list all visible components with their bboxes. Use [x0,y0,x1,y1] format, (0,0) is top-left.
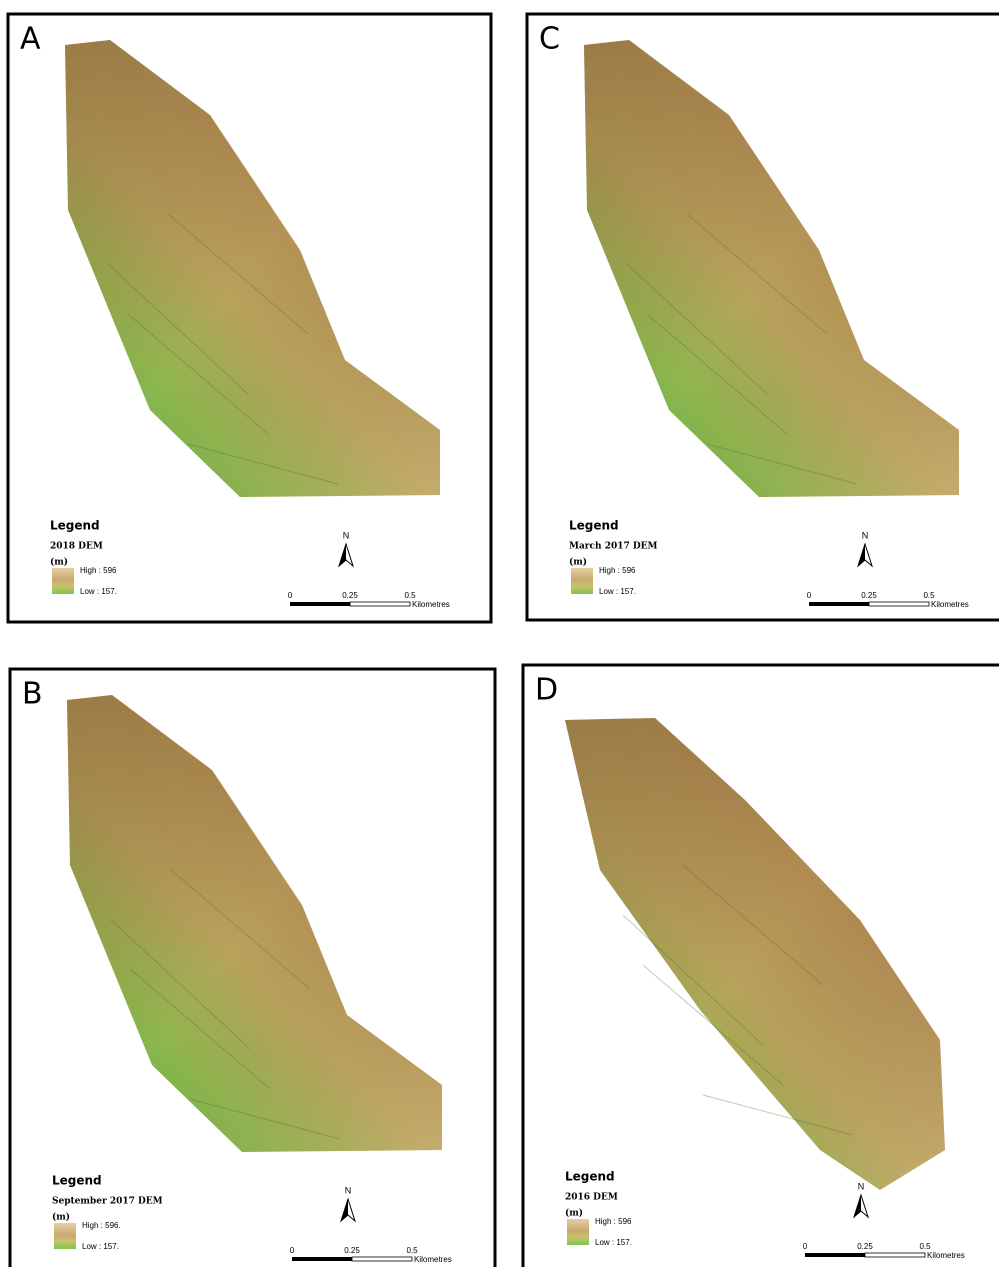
scale-label: 0.5 [404,591,416,600]
legend-high: High : 596 [599,566,636,575]
panel-letter: A [20,22,41,57]
legend-low: Low : 157. [82,1242,119,1251]
legend-heading: Legend [52,1174,102,1188]
north-label: N [343,530,350,540]
scale-bar-light [350,602,410,606]
scale-label: 0.25 [861,591,877,600]
map-panel: A Legend 2018 DEM (m) High : 596 Low : 157. N 0… [8,14,491,622]
panel-letter: B [22,677,43,712]
scale-label: 0 [803,1242,808,1251]
map-panel: D Legend 2016 DEM (m) High : 596 Low : 157. N 0… [523,665,999,1267]
legend-high: High : 596 [595,1217,632,1226]
legend-title: September 2017 DEM [52,1197,163,1207]
map-panel: C Legend March 2017 DEM (m) High : 596 Low : … [527,14,999,620]
scale-bar-light [869,602,929,606]
figure: A Legend 2018 DEM (m) High : 596 Low : 157. N 0… [0,0,999,1267]
scale-bar-dark [290,602,350,606]
map-panel: B Legend September 2017 DEM (m) High : 596. L… [10,669,495,1267]
legend-heading: Legend [569,519,619,533]
north-label: N [862,530,869,540]
north-label: N [345,1185,352,1195]
legend-unit: (m) [569,557,587,568]
scale-unit: Kilometres [931,600,969,609]
legend-unit: (m) [50,557,68,568]
panel-letter: D [535,673,558,708]
scale-label: 0.5 [406,1246,418,1255]
scale-label: 0 [290,1246,295,1255]
legend-swatch [571,568,593,594]
scale-label: 0 [288,591,293,600]
legend-unit: (m) [52,1212,70,1223]
legend-low: Low : 157. [599,587,636,596]
north-label: N [858,1181,865,1191]
legend-title: 2018 DEM [50,542,103,552]
scale-label: 0.25 [344,1246,360,1255]
legend-low: Low : 157. [80,587,117,596]
scale-unit: Kilometres [412,600,450,609]
panel-letter: C [539,22,560,57]
scale-unit: Kilometres [927,1251,965,1260]
legend-heading: Legend [50,519,100,533]
legend-high: High : 596. [82,1221,121,1230]
scale-label: 0.25 [342,591,358,600]
legend-swatch [52,568,74,594]
legend-title: March 2017 DEM [569,542,658,552]
scale-bar-dark [805,1253,865,1257]
scale-bar-light [352,1257,412,1261]
legend-swatch [54,1223,76,1249]
legend-low: Low : 157. [595,1238,632,1247]
legend-title: 2016 DEM [565,1193,618,1203]
scale-bar-light [865,1253,925,1257]
scale-unit: Kilometres [414,1255,452,1264]
legend-high: High : 596 [80,566,117,575]
legend-heading: Legend [565,1170,615,1184]
scale-label: 0.5 [919,1242,931,1251]
legend-swatch [567,1219,589,1245]
scale-label: 0 [807,591,812,600]
legend-unit: (m) [565,1208,583,1219]
scale-bar-dark [809,602,869,606]
scale-bar-dark [292,1257,352,1261]
scale-label: 0.5 [923,591,935,600]
scale-label: 0.25 [857,1242,873,1251]
